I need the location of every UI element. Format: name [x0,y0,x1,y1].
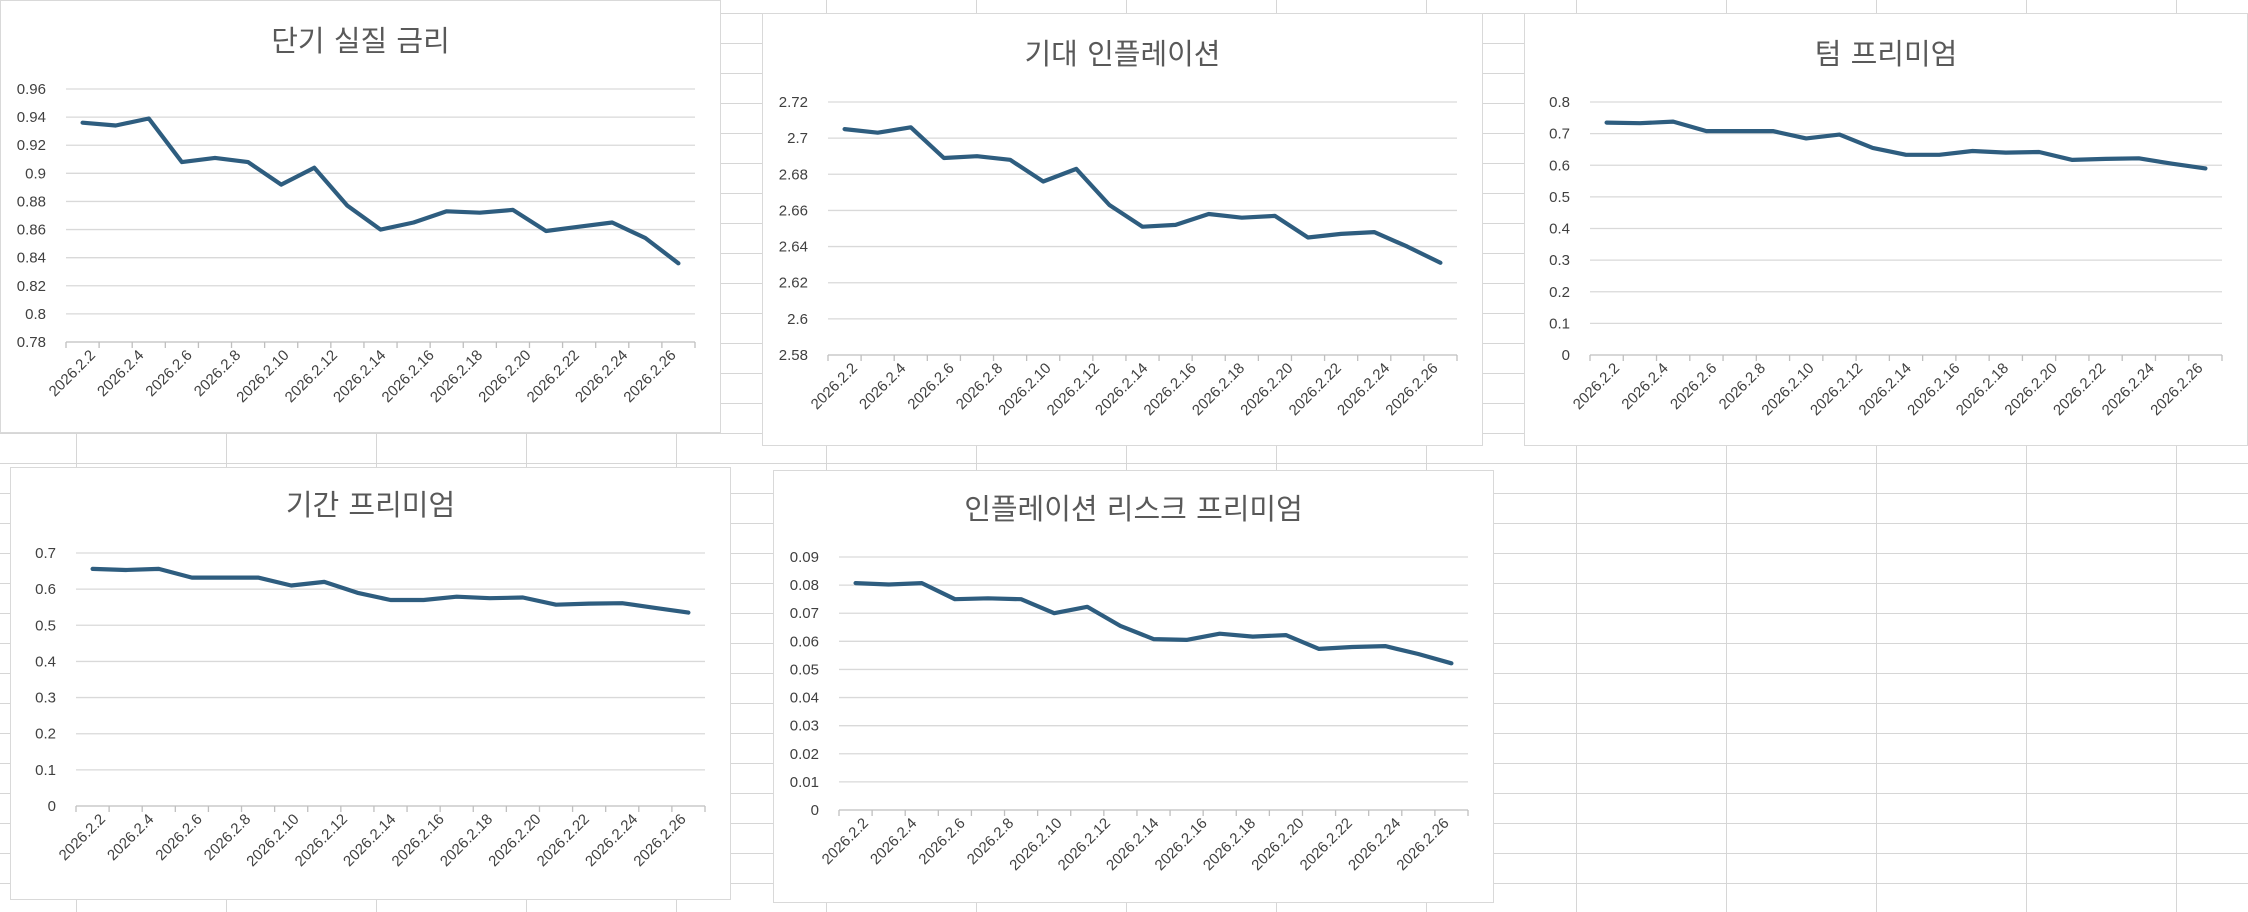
y-tick-label: 0.3 [1549,252,1570,269]
series-line [853,580,1454,666]
y-tick-label: 0.2 [35,726,56,743]
y-tick-label: 0.78 [17,334,46,351]
y-tick-label: 0.7 [35,545,56,562]
x-tick-label: 2026.2.26 [630,811,689,870]
y-tick-label: 0.4 [35,653,56,670]
y-tick-label: 0.1 [1549,315,1570,332]
series-line [1604,119,2208,171]
x-tick-label: 2026.2.16 [1904,360,1963,419]
y-tick-label: 0.3 [35,690,56,707]
chart-panel-short-term-real-rate[interactable]: 단기 실질 금리 0.78 0.8 0.82 0.84 0.86 0.88 0.9 0.92 0.… [0,0,721,433]
y-tick-label: 0.01 [790,774,819,791]
line-chart-expected-inflation: 기대 인플레이션 2.58 2.6 2.62 2.64 2.66 2.68 2.7 2.72 20… [779,37,1458,419]
series-line [842,125,1443,265]
y-tick-label: 0.04 [790,690,819,707]
y-tick-label: 0.7 [1549,126,1570,143]
chart-title: 인플레이션 리스크 프리미엄 [964,492,1303,526]
x-tick-label: 2026.2.26 [1382,360,1441,419]
y-tick-label: 0.2 [1549,284,1570,301]
chart-panel-inflation-risk-premium[interactable]: 인플레이션 리스크 프리미엄 0 0.01 0.02 0.03 0.04 0.05 0.06 0… [773,470,1494,903]
y-tick-label: 0.84 [17,250,46,267]
chart-title: 텀 프리미엄 [1815,37,1958,71]
x-tick-label: 2026.2.4 [867,815,920,868]
y-tick-label: 2.62 [779,275,808,292]
y-tick-label: 0.9 [25,165,46,182]
chart-panel-term-premium[interactable]: 텀 프리미엄 0 0.1 0.2 0.3 0.4 0.5 0.6 0.7 0.8 2026.2.2 2… [1524,13,2248,446]
chart-title: 기간 프리미엄 [286,488,455,522]
y-tick-label: 0.08 [790,577,819,594]
x-tick-label: 2026.2.2 [819,815,872,868]
x-tick-label: 2026.2.24 [2099,360,2158,419]
y-tick-label: 0.82 [17,278,46,295]
x-tick-label: 2026.2.6 [1667,360,1720,413]
chart-panel-maturity-premium[interactable]: 기간 프리미엄 0 0.1 0.2 0.3 0.4 0.5 0.6 0.7 2026.2.2 202… [10,467,731,900]
x-tick-label: 2026.2.2 [1570,360,1623,413]
y-tick-label: 0 [1562,347,1570,364]
line-chart-maturity-premium: 기간 프리미엄00.10.20.30.40.50.60.72026.2.2202… [35,488,706,870]
y-tick-label: 0.4 [1549,221,1570,238]
y-tick-label: 0 [48,798,56,815]
y-tick-label: 0.5 [35,617,56,634]
y-tick-label: 2.58 [779,347,808,364]
y-tick-label: 2.68 [779,166,808,183]
x-tick-label: 2026.2.20 [2001,360,2060,419]
x-tick-label: 2026.2.4 [104,811,157,864]
x-tick-label: 2026.2.2 [808,360,861,413]
chart-title: 기대 인플레이션 [1025,37,1221,71]
x-tick-label: 2026.2.2 [56,811,109,864]
chart-panel-expected-inflation[interactable]: 기대 인플레이션 2.58 2.6 2.62 2.64 2.66 2.68 2.7 2.72 20… [762,13,1483,446]
x-tick-label: 2026.2.26 [620,347,679,406]
x-tick-label: 2026.2.6 [904,360,957,413]
x-tick-label: 2026.2.18 [1953,360,2012,419]
y-tick-label: 0.6 [1549,157,1570,174]
x-tick-label: 2026.2.2 [46,347,99,400]
x-tick-label: 2026.2.4 [856,360,909,413]
y-tick-label: 0.8 [1549,94,1570,111]
y-tick-label: 2.66 [779,202,808,219]
line-chart-inflation-risk-premium: 인플레이션 리스크 프리미엄 0 0.01 0.02 0.03 0.04 0.05 0.06 0… [790,492,1469,874]
x-tick-label: 2026.2.6 [142,347,195,400]
y-tick-label: 0.07 [790,605,819,622]
y-tick-label: 0.06 [790,633,819,650]
y-tick-label: 0.6 [35,581,56,598]
chart-title: 단기 실질 금리 [271,24,450,58]
y-tick-label: 2.6 [787,311,808,328]
y-tick-label: 0.96 [17,81,46,98]
y-tick-label: 0.92 [17,137,46,154]
series-line [90,566,691,615]
x-tick-label: 2026.2.12 [1807,360,1866,419]
x-tick-label: 2026.2.4 [1618,360,1671,413]
y-tick-label: 0.09 [790,549,819,566]
y-tick-label: 0.8 [25,306,46,323]
y-tick-label: 0.94 [17,109,46,126]
x-tick-label: 2026.2.6 [915,815,968,868]
y-tick-label: 0.02 [790,746,819,763]
y-tick-label: 2.7 [787,130,808,147]
x-tick-label: 2026.2.26 [1393,815,1452,874]
y-tick-label: 2.64 [779,239,808,256]
line-chart-term-premium: 텀 프리미엄00.10.20.30.40.50.60.70.82026.2.22… [1549,37,2223,419]
line-chart-short-term-real-rate: 단기 실질 금리 0.78 0.8 0.82 0.84 0.86 0.88 0.9 0.92 0.… [17,24,696,406]
x-tick-label: 2026.2.4 [94,347,147,400]
x-tick-label: 2026.2.6 [152,811,205,864]
x-tick-label: 2026.2.22 [2050,360,2109,419]
y-tick-label: 0 [811,802,819,819]
y-tick-label: 0.86 [17,222,46,239]
y-tick-label: 2.72 [779,94,808,111]
series-line [80,116,681,266]
x-tick-label: 2026.2.26 [2147,360,2206,419]
y-tick-label: 0.5 [1549,189,1570,206]
y-tick-label: 0.05 [790,661,819,678]
x-tick-label: 2026.2.10 [1758,360,1817,419]
y-tick-label: 0.88 [17,193,46,210]
y-tick-label: 0.1 [35,762,56,779]
x-tick-label: 2026.2.14 [1856,360,1915,419]
y-tick-label: 0.03 [790,718,819,735]
